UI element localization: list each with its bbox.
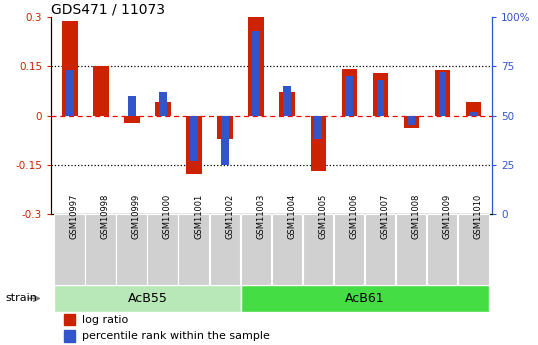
- Bar: [179, 214, 209, 285]
- Bar: [217, 116, 233, 139]
- Text: GSM11003: GSM11003: [256, 193, 265, 239]
- Bar: [345, 76, 353, 116]
- Text: GSM11010: GSM11010: [473, 194, 483, 239]
- Bar: [240, 285, 489, 312]
- Text: GSM11009: GSM11009: [443, 194, 451, 239]
- Bar: [249, 17, 264, 116]
- Bar: [466, 102, 482, 116]
- Bar: [186, 116, 202, 174]
- Bar: [404, 116, 419, 128]
- Bar: [62, 20, 77, 116]
- Text: strain: strain: [5, 294, 37, 303]
- Bar: [284, 86, 291, 116]
- Bar: [373, 73, 388, 116]
- Bar: [303, 214, 333, 285]
- Bar: [147, 214, 178, 285]
- Bar: [210, 214, 240, 285]
- Bar: [458, 214, 489, 285]
- Bar: [365, 214, 395, 285]
- Text: log ratio: log ratio: [82, 315, 128, 325]
- Bar: [408, 116, 415, 125]
- Bar: [54, 214, 84, 285]
- Bar: [279, 92, 295, 116]
- Text: GSM10997: GSM10997: [70, 193, 79, 239]
- Bar: [396, 214, 427, 285]
- Bar: [470, 112, 478, 116]
- Bar: [65, 314, 75, 325]
- Bar: [252, 31, 260, 116]
- Bar: [427, 214, 457, 285]
- Bar: [377, 80, 384, 116]
- Text: AcB61: AcB61: [345, 292, 385, 305]
- Bar: [124, 116, 140, 123]
- Bar: [66, 70, 74, 116]
- Text: GSM11008: GSM11008: [412, 193, 421, 239]
- Text: GSM11006: GSM11006: [349, 193, 358, 239]
- Text: GSM10998: GSM10998: [101, 193, 110, 239]
- Text: GSM11007: GSM11007: [380, 193, 390, 239]
- Bar: [190, 116, 198, 161]
- Text: GSM11005: GSM11005: [318, 194, 327, 239]
- Bar: [334, 214, 364, 285]
- Text: GDS471 / 11073: GDS471 / 11073: [51, 2, 165, 16]
- Bar: [310, 116, 326, 171]
- Text: GSM10999: GSM10999: [132, 194, 141, 239]
- Text: GSM11001: GSM11001: [194, 194, 203, 239]
- Bar: [116, 214, 147, 285]
- Text: GSM11000: GSM11000: [163, 194, 172, 239]
- Bar: [65, 330, 75, 342]
- Bar: [86, 214, 116, 285]
- Bar: [159, 92, 167, 116]
- Text: GSM11004: GSM11004: [287, 194, 296, 239]
- Bar: [314, 116, 322, 139]
- Bar: [93, 66, 109, 116]
- Bar: [272, 214, 302, 285]
- Text: AcB55: AcB55: [128, 292, 167, 305]
- Bar: [438, 72, 447, 116]
- Bar: [54, 285, 240, 312]
- Bar: [240, 214, 271, 285]
- Bar: [128, 96, 136, 116]
- Bar: [435, 70, 450, 116]
- Text: GSM11002: GSM11002: [225, 194, 234, 239]
- Bar: [221, 116, 229, 165]
- Text: percentile rank within the sample: percentile rank within the sample: [82, 331, 270, 341]
- Bar: [342, 69, 357, 116]
- Bar: [155, 102, 171, 116]
